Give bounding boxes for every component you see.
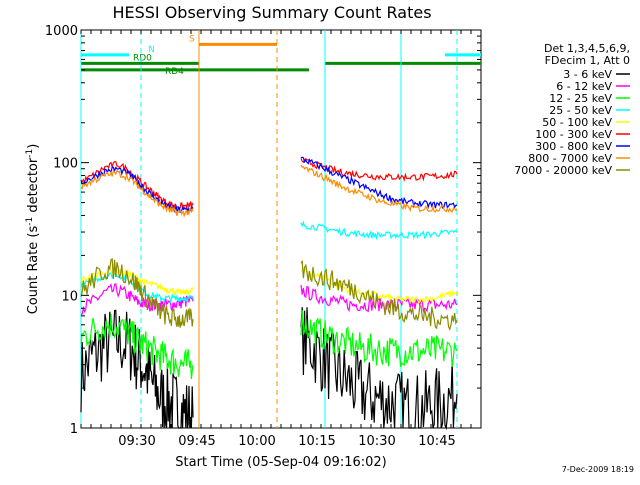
- series-line-0: [80, 309, 194, 429]
- chart-title: HESSI Observing Summary Count Rates: [112, 3, 431, 22]
- series-line-2: [80, 313, 194, 379]
- y-tick-label: 10: [61, 289, 78, 304]
- legend-entry-label: 3 - 6 keV: [563, 68, 612, 81]
- x-tick-label: 10:00: [238, 434, 275, 449]
- series-line-1: [80, 282, 194, 316]
- flag-label-rd4: RD4: [165, 67, 184, 77]
- series-line-6: [300, 156, 458, 210]
- series-line-6: [80, 166, 194, 214]
- series-line-8: [80, 257, 194, 328]
- footer-timestamp: 7-Dec-2009 18:19: [562, 465, 634, 474]
- series-line-2: [300, 310, 458, 368]
- x-tick-label: 09:30: [118, 434, 155, 449]
- series-line-7: [300, 164, 458, 213]
- legend-entry-label: 300 - 800 keV: [535, 140, 612, 153]
- x-tick-label: 10:15: [298, 434, 335, 449]
- legend-header-line-1: Det 1,3,4,5,6,9,: [544, 42, 630, 55]
- y-tick-label: 100: [53, 157, 78, 172]
- series-lines: [80, 156, 458, 431]
- y-tick-label: 1000: [45, 24, 78, 39]
- y-axis-label: Count Rate (s-1 detector-1): [25, 144, 41, 315]
- legend-header-line-2: FDecim 1, Att 0: [545, 54, 630, 67]
- flag-label-rd0: RD0: [133, 53, 152, 63]
- series-line-5: [80, 160, 194, 210]
- x-tick-label: 10:30: [358, 434, 395, 449]
- legend-entry-label: 6 - 12 keV: [556, 80, 612, 93]
- legend-entry-label: 100 - 300 keV: [535, 128, 612, 141]
- legend: Det 1,3,4,5,6,9, FDecim 1, Att 0 3 - 6 k…: [514, 42, 630, 177]
- flag-lines: N S RD0 RD4: [81, 34, 481, 77]
- flag-label-n: N: [148, 45, 155, 55]
- x-tick-label: 09:45: [178, 434, 215, 449]
- legend-entry-label: 800 - 7000 keV: [528, 152, 612, 165]
- flag-label-s: S: [189, 34, 195, 44]
- series-line-1: [300, 285, 458, 313]
- y-tick-label: 1: [70, 422, 78, 437]
- legend-entry-label: 12 - 25 keV: [549, 92, 612, 105]
- series-line-8: [300, 259, 458, 331]
- legend-entry-label: 7000 - 20000 keV: [514, 164, 612, 177]
- legend-entry-label: 25 - 50 keV: [549, 104, 612, 117]
- axis-ticks: 1 10 100 1000 09:30 09:45 10:00 10:15 10:30 10:45: [45, 24, 482, 449]
- x-axis-label: Start Time (05-Sep-04 09:16:02): [175, 455, 386, 470]
- x-tick-label: 10:45: [418, 434, 455, 449]
- legend-entry-label: 50 - 100 keV: [542, 116, 612, 129]
- series-line-3: [300, 220, 458, 241]
- series-line-7: [80, 169, 194, 218]
